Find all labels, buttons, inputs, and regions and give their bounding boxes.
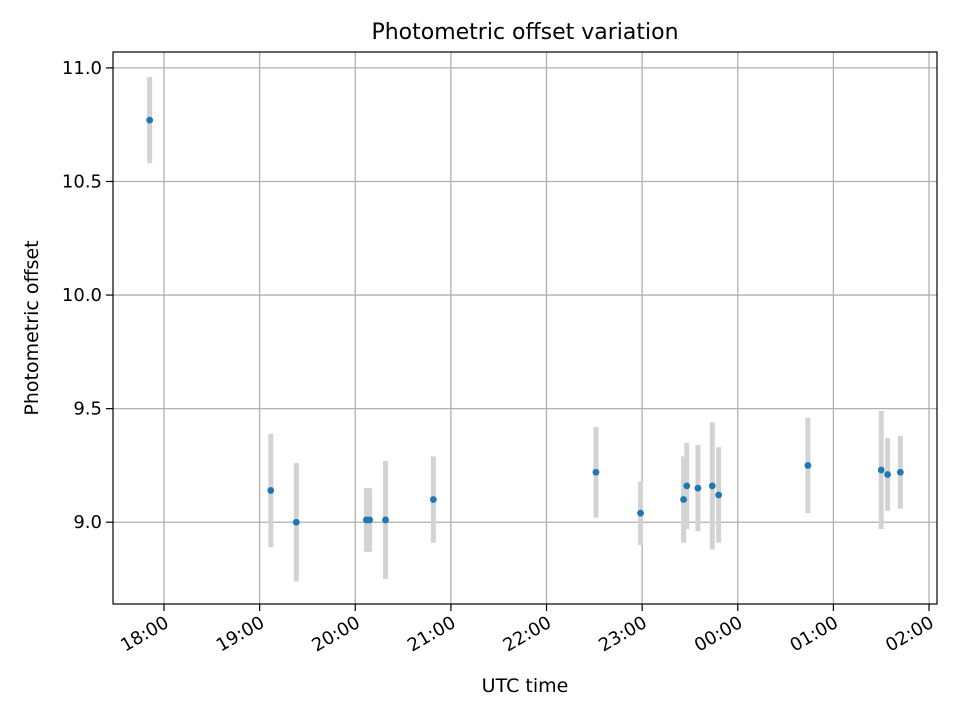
data-point — [683, 482, 691, 490]
data-point — [896, 468, 904, 476]
plot-frame — [112, 51, 938, 605]
y-axis-title: Photometric offset — [21, 240, 43, 415]
data-point — [292, 518, 300, 526]
y-tick-label: 9.5 — [73, 399, 102, 420]
data-point — [637, 509, 644, 517]
grid — [113, 52, 937, 604]
data-point — [382, 516, 389, 524]
data-point — [592, 468, 600, 476]
data-point — [884, 471, 891, 478]
data-point — [804, 462, 812, 469]
data-point — [680, 496, 687, 503]
y-tick-label: 10.5 — [62, 171, 102, 192]
data-point — [694, 484, 702, 492]
data-points — [146, 116, 904, 526]
y-axis: 9.0 9.5 10.0 10.5 11.0 — [62, 58, 113, 533]
data-point — [877, 466, 885, 474]
x-axis-title: UTC time — [482, 675, 569, 697]
y-tick-label: 11.0 — [62, 58, 102, 79]
data-point — [267, 487, 275, 494]
data-point — [708, 482, 716, 490]
data-point — [366, 516, 374, 524]
data-point — [715, 491, 723, 499]
data-point — [429, 496, 437, 503]
data-point — [146, 116, 154, 124]
chart-title: Photometric offset variation — [371, 20, 678, 45]
y-tick-label: 10.0 — [62, 285, 102, 306]
y-tick-label: 9.0 — [73, 512, 102, 533]
